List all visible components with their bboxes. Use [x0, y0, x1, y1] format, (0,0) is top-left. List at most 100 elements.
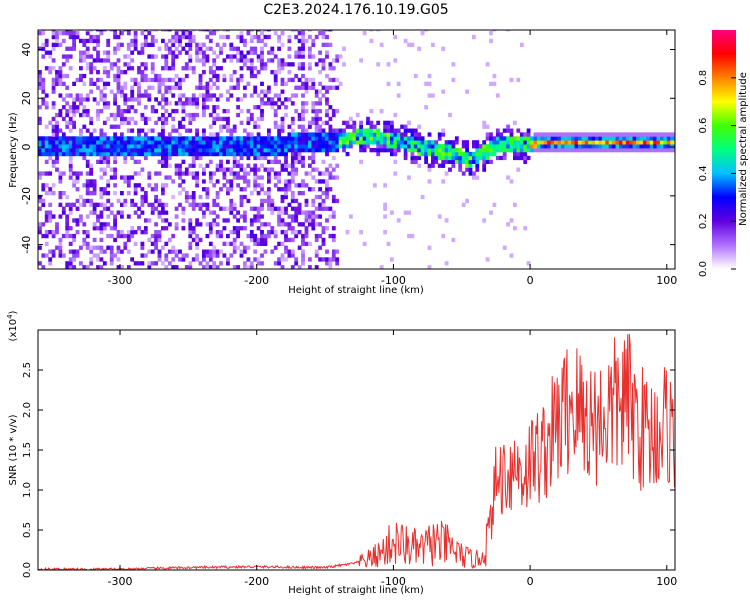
spectrogram-cell — [222, 58, 227, 63]
spectrogram-cell — [89, 34, 94, 40]
spectrogram-cell — [205, 222, 210, 227]
spectrogram-cell — [55, 226, 59, 231]
spectrogram-cell — [106, 214, 111, 219]
spectrogram-cell — [99, 93, 104, 98]
spectrogram-cell — [222, 241, 227, 246]
spectrogram-cell — [229, 183, 234, 188]
spectrogram-cell — [301, 136, 305, 141]
spectrogram-cell — [58, 70, 63, 75]
spectrogram-cell — [38, 194, 42, 200]
spectrogram-cell — [441, 233, 446, 239]
spectrogram-cell — [294, 30, 299, 32]
spectrogram-cell — [150, 128, 155, 133]
spectrogram-cell — [68, 265, 73, 269]
spectrogram-cell — [65, 222, 70, 227]
spectrogram-cell — [304, 230, 309, 235]
spectrogram-cell — [451, 144, 456, 149]
spectrogram-cell — [181, 66, 186, 71]
spectrogram-cell — [113, 132, 117, 137]
spectrogram-cell — [181, 257, 186, 262]
spectrogram-cell — [280, 144, 285, 149]
colorbar-ticks: 0.00.20.40.60.8 — [698, 70, 736, 277]
spectrogram-cell — [301, 38, 305, 44]
spectrogram-cell — [485, 148, 490, 153]
spectrogram-cell — [543, 136, 548, 141]
spectrogram-cell — [475, 167, 480, 172]
spectrogram-cell — [191, 257, 196, 262]
spectrogram-cell — [267, 175, 271, 180]
spectrogram-cell — [461, 151, 466, 157]
spectrogram-cell — [140, 73, 145, 79]
spectrogram-cell — [263, 101, 268, 106]
spectrogram-cell — [48, 54, 53, 59]
spectrogram-cell — [157, 210, 162, 215]
spectrogram-cell — [208, 31, 213, 36]
spectrogram-cell — [301, 109, 305, 114]
spectrogram-cell — [239, 167, 244, 172]
spectrogram-cell — [79, 245, 83, 250]
spectrogram-cell — [642, 144, 647, 149]
spectrogram-cell — [222, 175, 227, 180]
spectrogram-cell — [38, 198, 42, 204]
spectrogram-cell — [143, 73, 148, 79]
spectrogram-cell — [229, 151, 234, 157]
spectrogram-cell — [513, 226, 517, 231]
spectrogram-cell — [96, 257, 100, 262]
spectrogram-cell — [147, 261, 152, 266]
chart-title: C2E3.2024.176.10.19.G05 — [263, 2, 448, 18]
spectrogram-cell — [79, 140, 83, 145]
spectrogram-cell — [304, 214, 309, 219]
spectrogram-cell — [236, 46, 240, 51]
spectrogram-cell — [649, 148, 654, 153]
spectrogram-cell — [96, 54, 100, 59]
spectrogram-cell — [318, 257, 322, 262]
spectrogram-cell — [318, 31, 322, 36]
spectrogram-cell — [311, 54, 316, 59]
spectrogram-cell — [249, 237, 254, 243]
spectrogram-cell — [113, 73, 117, 79]
spectrogram-cell — [167, 136, 172, 141]
spectrogram-cell — [410, 159, 415, 164]
spectrogram-cell — [130, 230, 135, 235]
spectrogram-cell — [48, 214, 53, 219]
spectrogram-cell — [208, 226, 213, 231]
spectrogram-cell — [273, 101, 278, 106]
spectrogram-cell — [229, 198, 234, 204]
spectrogram-cell — [219, 136, 223, 141]
spectrogram-cell — [85, 245, 90, 250]
spectrogram-cell — [260, 230, 264, 235]
spectrogram-cell — [161, 191, 165, 196]
spectrogram-cell — [314, 136, 319, 141]
spectrogram-cell — [82, 202, 87, 207]
spectrogram-cell — [215, 265, 220, 269]
spectrogram-cell — [133, 230, 138, 235]
spectrogram-cell — [38, 245, 42, 250]
spectrogram-cell — [284, 191, 288, 196]
spectrogram-cell — [222, 171, 227, 176]
spectrogram-cell — [171, 38, 176, 44]
spectrogram-cell — [431, 155, 435, 161]
spectrogram-cell — [249, 144, 254, 149]
spectrogram-cell — [301, 148, 305, 153]
spectrogram-cell — [191, 112, 196, 118]
spectrogram-cell — [253, 151, 258, 157]
spectrogram-cell — [96, 116, 100, 122]
spectrogram-cell — [133, 261, 138, 266]
spectrogram-cell — [506, 148, 510, 153]
spectrogram-cell — [297, 31, 302, 36]
spectrogram-cell — [331, 144, 336, 149]
spectrogram-cell — [65, 109, 70, 114]
spectrogram-cell — [294, 257, 299, 262]
spectrogram-cell — [280, 124, 285, 129]
spectrogram-cell — [301, 30, 305, 32]
spectrogram-cell — [205, 97, 210, 102]
spectrogram-cell — [308, 62, 312, 67]
spectrogram-cell — [301, 73, 305, 79]
spectrogram-cell — [331, 198, 336, 204]
spectrogram-cell — [208, 249, 213, 254]
spectrogram-cell — [267, 151, 271, 157]
spectrogram-cell — [273, 230, 278, 235]
spectrogram-cell — [181, 93, 186, 98]
spectrogram-cell — [301, 128, 305, 133]
spectrogram-cell — [325, 249, 329, 254]
